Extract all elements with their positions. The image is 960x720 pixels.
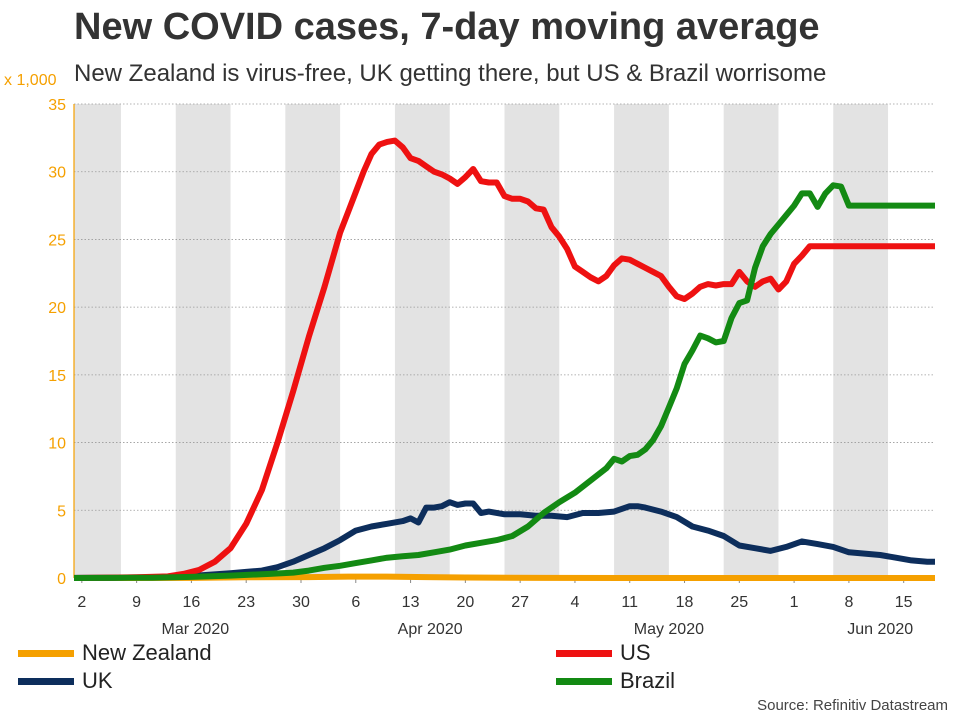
legend-label-new-zealand: New Zealand	[82, 640, 212, 665]
series-lines	[73, 137, 935, 581]
legend-item-brazil: Brazil	[556, 668, 675, 694]
y-gridlines	[74, 103, 935, 511]
x-tick-label-50: 20	[456, 594, 474, 611]
y-tick-label-35: 35	[48, 97, 66, 114]
x-tick-label-85: 25	[730, 594, 748, 611]
y-tick-label-20: 20	[48, 300, 66, 317]
shaded-week-band-6	[723, 104, 779, 578]
x-tick-label-64: 4	[570, 594, 579, 611]
x-tick-label-78: 18	[676, 594, 694, 611]
x-tick-labels: 2 9 16 23 30 6 13 20 27 4 11 18 25 1 8 15	[77, 594, 912, 611]
legend-item-uk: UK	[18, 668, 113, 694]
legend-label-brazil: Brazil	[620, 668, 676, 693]
x-tick-label-29: 30	[292, 594, 310, 611]
x-tick-label-99: 8	[844, 594, 853, 611]
weekend-shading-bands	[74, 104, 889, 578]
shaded-week-band-5	[614, 104, 669, 578]
x-tick-label-57: 27	[511, 594, 529, 611]
source-note: Source: Refinitiv Datastream	[757, 697, 948, 714]
series-line-brazil	[73, 182, 935, 581]
month-label-mar-2020: Mar 2020	[162, 621, 230, 638]
shaded-week-band-3	[394, 104, 450, 578]
month-labels: Mar 2020 Apr 2020 May 2020 Jun 2020	[162, 621, 914, 638]
shaded-week-band-7	[833, 104, 889, 578]
shaded-week-band-0	[74, 104, 121, 578]
month-label-apr-2020: Apr 2020	[398, 621, 463, 638]
x-tick-label-8: 9	[132, 594, 141, 611]
legend-label-uk: UK	[82, 668, 113, 693]
chart-subtitle: New Zealand is virus-free, UK getting th…	[74, 60, 827, 87]
y-tick-labels: 0 5 10 15 20 25 30 35	[48, 97, 66, 588]
legend-swatch-uk	[18, 677, 74, 685]
series-line-us	[73, 137, 935, 581]
shaded-week-band-4	[504, 104, 560, 578]
shaded-week-band-2	[285, 104, 341, 578]
x-tick-label-106: 15	[895, 594, 913, 611]
legend-item-new-zealand: New Zealand	[18, 640, 212, 666]
y-tick-label-5: 5	[57, 503, 66, 520]
y-tick-label-15: 15	[48, 368, 66, 385]
x-tick-label-22: 23	[237, 594, 255, 611]
x-tick-label-43: 13	[402, 594, 420, 611]
x-tick-label-71: 11	[621, 594, 638, 611]
x-tick-label-15: 16	[183, 594, 201, 611]
month-label-may-2020: May 2020	[634, 621, 704, 638]
y-axis-unit-label: x 1,000	[4, 72, 57, 89]
shaded-week-band-1	[175, 104, 231, 578]
y-tick-label-25: 25	[48, 232, 66, 249]
x-tick-label-92: 1	[790, 594, 799, 611]
legend-swatch-brazil	[556, 677, 612, 685]
series-line-uk	[73, 499, 935, 581]
legend-item-us: US	[556, 640, 651, 666]
y-tick-label-10: 10	[48, 436, 66, 453]
y-tick-label-30: 30	[48, 165, 66, 182]
legend-swatch-new-zealand	[18, 649, 74, 657]
legend-label-us: US	[620, 640, 651, 665]
x-tick-label-1: 2	[77, 594, 86, 611]
y-tick-label-0: 0	[57, 571, 66, 588]
legend-swatch-us	[556, 649, 612, 657]
month-label-jun-2020: Jun 2020	[847, 621, 913, 638]
x-tick-label-36: 6	[351, 594, 360, 611]
chart-title: New COVID cases, 7-day moving average	[74, 6, 820, 48]
